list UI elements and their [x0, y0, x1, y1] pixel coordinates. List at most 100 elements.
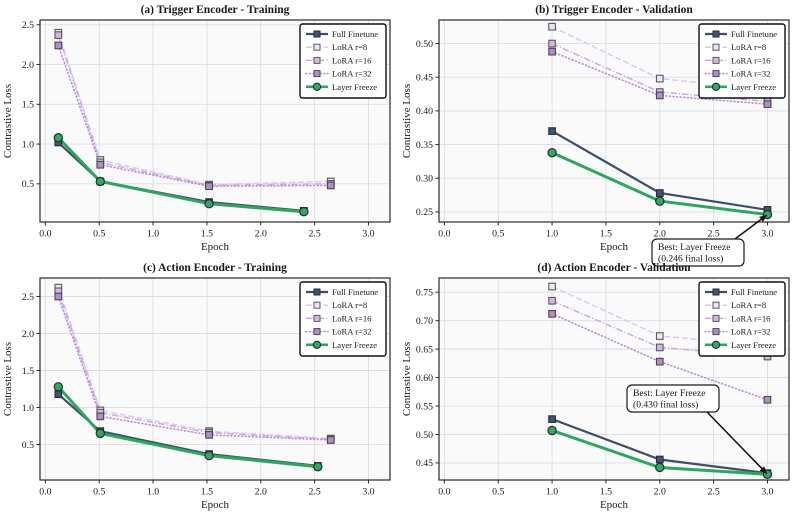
svg-text:1.0: 1.0	[22, 403, 34, 414]
legend: Full Finetune LoRA r=8 LoRA r=16 LoRA r=32 L…	[698, 23, 786, 99]
svg-text:0.0: 0.0	[438, 487, 450, 498]
series-lines	[57, 287, 332, 469]
svg-text:2.5: 2.5	[308, 229, 320, 240]
svg-text:1.0: 1.0	[546, 487, 558, 498]
svg-text:2.0: 2.0	[22, 329, 34, 340]
chart-svg-b: 0.0 0.5 1.0 1.5 2.0 2.5 3.0 0.25 0.30 0.35 0.40 0.4…	[401, 4, 790, 267]
svg-text:0.5: 0.5	[93, 487, 105, 498]
svg-text:0.45: 0.45	[416, 73, 433, 84]
svg-text:0.0: 0.0	[438, 229, 450, 240]
chart-svg-c: 0.0 0.5 1.0 1.5 2.0 2.5 3.0 0.5 1.0 1.5 2.0 2.5 (c) …	[2, 262, 391, 511]
svg-text:2.0: 2.0	[654, 229, 666, 240]
svg-text:0.0: 0.0	[39, 487, 51, 498]
subplot-trigger-validation: 0.0 0.5 1.0 1.5 2.0 2.5 3.0 0.25 0.30 0.35 0.40 0.4…	[399, 0, 797, 267]
legend-label: Full Finetune	[332, 287, 378, 297]
svg-text:0.5: 0.5	[22, 440, 34, 451]
svg-text:0.45: 0.45	[416, 458, 433, 469]
svg-text:2.0: 2.0	[654, 487, 666, 498]
svg-text:0.50: 0.50	[416, 430, 433, 441]
x-axis-label: Epoch	[600, 499, 629, 511]
tick-labels: 0.0 0.5 1.0 1.5 2.0 2.5 3.0 0.5 1.0 1.5 2.0 2.5	[22, 20, 375, 239]
annotation-text: (0.246 final loss)	[658, 254, 723, 265]
axes-frame	[438, 19, 790, 223]
markers-LoRA r=32	[548, 47, 772, 109]
legend-label: LoRA r=32	[731, 327, 770, 337]
axes-frame	[438, 277, 790, 481]
legend: Full Finetune LoRA r=8 LoRA r=16 LoRA r=32 L…	[698, 281, 786, 357]
legend-label: LoRA r=32	[332, 327, 371, 337]
svg-text:0.5: 0.5	[492, 229, 504, 240]
legend-label: Full Finetune	[731, 287, 777, 297]
svg-text:0.5: 0.5	[22, 179, 34, 190]
best-annotation: Best: Layer Freeze(0.430 final loss)	[626, 384, 768, 475]
svg-text:1.0: 1.0	[546, 229, 558, 240]
svg-text:1.5: 1.5	[201, 487, 213, 498]
svg-text:2.0: 2.0	[22, 60, 34, 71]
legend: Full Finetune LoRA r=8 LoRA r=16 LoRA r=32 L…	[299, 281, 387, 357]
svg-text:2.0: 2.0	[255, 487, 267, 498]
svg-text:3.0: 3.0	[761, 487, 773, 498]
x-axis-label: Epoch	[201, 499, 230, 511]
y-axis-label: Contrastive Loss	[401, 342, 413, 416]
chart-title: (c) Action Encoder - Training	[143, 262, 287, 274]
markers-Full Finetune	[548, 127, 772, 214]
legend-label: LoRA r=16	[332, 313, 372, 323]
chart-svg-d: 0.0 0.5 1.0 1.5 2.0 2.5 3.0 0.45 0.50 0.55 0.60 0.6…	[401, 262, 790, 511]
annotation-text: Best: Layer Freeze	[658, 242, 730, 253]
markers-Layer Freeze	[53, 133, 309, 217]
line-a-LoRA r=16	[57, 34, 331, 187]
tick-labels: 0.0 0.5 1.0 1.5 2.0 2.5 3.0 0.5 1.0 1.5 2.0 2.5	[22, 292, 375, 498]
svg-text:0.35: 0.35	[416, 140, 433, 151]
x-axis-label: Epoch	[201, 241, 230, 253]
line-d-LoRA r=32	[551, 312, 769, 401]
legend-label: LoRA r=16	[731, 313, 771, 323]
legend-label: LoRA r=8	[731, 300, 766, 310]
svg-text:0.40: 0.40	[416, 106, 433, 117]
svg-text:0.30: 0.30	[416, 174, 433, 185]
legend-label: Layer Freeze	[332, 340, 377, 350]
svg-text:0.70: 0.70	[416, 316, 433, 327]
svg-text:0.0: 0.0	[39, 229, 51, 240]
svg-text:1.0: 1.0	[147, 487, 159, 498]
legend-label: LoRA r=32	[731, 69, 770, 79]
markers-LoRA r=32	[548, 309, 772, 404]
axes-frame	[39, 19, 391, 223]
axes-frame	[39, 277, 391, 481]
y-axis-label: Contrastive Loss	[2, 342, 14, 416]
line-c-LoRA r=8	[57, 287, 331, 440]
chart-title: (a) Trigger Encoder - Training	[141, 4, 290, 16]
markers-LoRA r=32	[54, 292, 335, 444]
chart-title: (b) Trigger Encoder - Validation	[535, 4, 693, 16]
gridlines	[40, 278, 390, 480]
chart-svg-a: 0.0 0.5 1.0 1.5 2.0 2.5 3.0 0.5 1.0 1.5 2.0 2.5 (a) …	[2, 4, 391, 253]
svg-text:2.5: 2.5	[22, 20, 34, 31]
subplot-trigger-training: 0.0 0.5 1.0 1.5 2.0 2.5 3.0 0.5 1.0 1.5 2.0 2.5 (a) …	[0, 0, 398, 258]
series-lines	[57, 32, 332, 214]
svg-text:0.25: 0.25	[416, 207, 433, 218]
gridlines	[439, 278, 789, 480]
y-axis-label: Contrastive Loss	[401, 84, 413, 158]
svg-text:1.0: 1.0	[22, 139, 34, 150]
line-c-LoRA r=16	[57, 291, 331, 441]
svg-text:2.5: 2.5	[707, 487, 719, 498]
legend-label: Full Finetune	[731, 29, 777, 39]
y-axis-label: Contrastive Loss	[2, 84, 14, 158]
svg-text:1.5: 1.5	[600, 229, 612, 240]
line-a-LoRA r=8	[57, 32, 331, 186]
svg-text:1.0: 1.0	[147, 229, 159, 240]
annotation-text: (0.430 final loss)	[633, 400, 698, 411]
tick-labels: 0.0 0.5 1.0 1.5 2.0 2.5 3.0 0.45 0.50 0.55 0.60 0.6…	[416, 288, 774, 498]
markers-LoRA r=32	[54, 41, 335, 191]
svg-text:0.5: 0.5	[93, 229, 105, 240]
svg-text:1.5: 1.5	[600, 487, 612, 498]
svg-text:0.60: 0.60	[416, 373, 433, 384]
line-c-Layer Freeze	[57, 385, 318, 469]
line-c-LoRA r=32	[57, 295, 332, 441]
svg-text:2.5: 2.5	[308, 487, 320, 498]
svg-text:0.55: 0.55	[416, 401, 433, 412]
svg-text:0.65: 0.65	[416, 344, 433, 355]
subplot-action-validation: 0.0 0.5 1.0 1.5 2.0 2.5 3.0 0.45 0.50 0.55 0.60 0.6…	[399, 258, 797, 516]
svg-text:3.0: 3.0	[362, 229, 374, 240]
tick-labels: 0.0 0.5 1.0 1.5 2.0 2.5 3.0 0.25 0.30 0.35 0.40 0.4…	[416, 39, 774, 240]
legend-label: LoRA r=16	[332, 55, 372, 65]
